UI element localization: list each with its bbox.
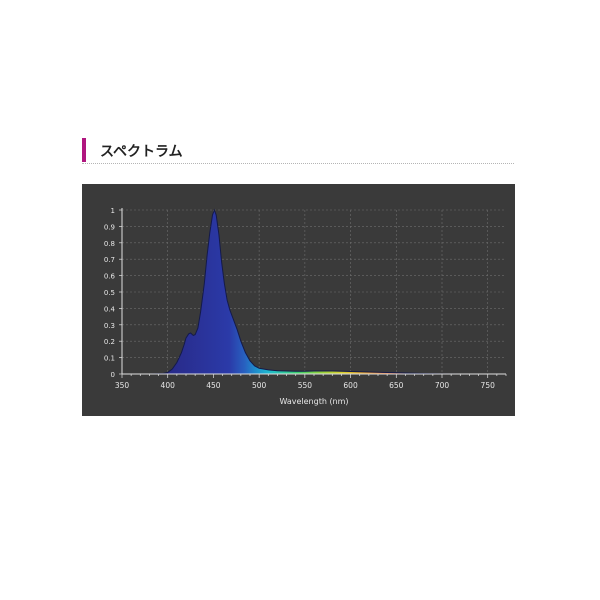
x-tick-label: 600 bbox=[343, 381, 358, 390]
y-tick-label: 0.6 bbox=[104, 273, 116, 281]
y-tick-label: 1 bbox=[111, 207, 115, 215]
y-tick-label: 0.3 bbox=[104, 322, 115, 330]
x-tick-label: 700 bbox=[435, 381, 450, 390]
x-tick-label: 500 bbox=[252, 381, 267, 390]
x-tick-label: 350 bbox=[115, 381, 130, 390]
spectrum-chart: 0 0.1 0.2 0.3 0.4 0.5 0.6 0.7 0.8 0.9 1 350 400 450 50… bbox=[104, 207, 507, 406]
section-divider bbox=[82, 163, 514, 164]
section-title: スペクトラム bbox=[100, 144, 183, 160]
y-tick-label: 0.1 bbox=[104, 355, 115, 363]
y-tick-label: 0 bbox=[111, 371, 115, 379]
x-tick-label: 550 bbox=[298, 381, 313, 390]
y-tick-label: 0.5 bbox=[104, 289, 115, 297]
y-tick-label: 0.7 bbox=[104, 256, 115, 264]
tick-label-layer: 0 0.1 0.2 0.3 0.4 0.5 0.6 0.7 0.8 0.9 1 350 400 450 50… bbox=[104, 207, 495, 390]
y-tick-label: 0.8 bbox=[104, 240, 115, 248]
section-header: スペクトラム bbox=[82, 136, 514, 164]
x-tick-label: 750 bbox=[481, 381, 496, 390]
section-accent-bar bbox=[82, 138, 86, 162]
axis-layer bbox=[119, 208, 507, 378]
spectrum-area-layer bbox=[122, 208, 488, 375]
spectrum-line bbox=[122, 208, 488, 375]
y-tick-label: 0.2 bbox=[104, 338, 115, 346]
x-tick-label: 450 bbox=[206, 381, 221, 390]
spectrum-area bbox=[122, 210, 488, 374]
y-tick-label: 0.4 bbox=[104, 305, 116, 313]
grid-layer bbox=[122, 209, 506, 374]
x-tick-label: 400 bbox=[161, 381, 176, 390]
y-tick-label: 0.9 bbox=[104, 223, 115, 231]
x-axis-label: Wavelength (nm) bbox=[279, 397, 348, 406]
spectrum-chart-panel: 0 0.1 0.2 0.3 0.4 0.5 0.6 0.7 0.8 0.9 1 350 400 450 50… bbox=[82, 184, 515, 416]
x-tick-label: 650 bbox=[389, 381, 404, 390]
